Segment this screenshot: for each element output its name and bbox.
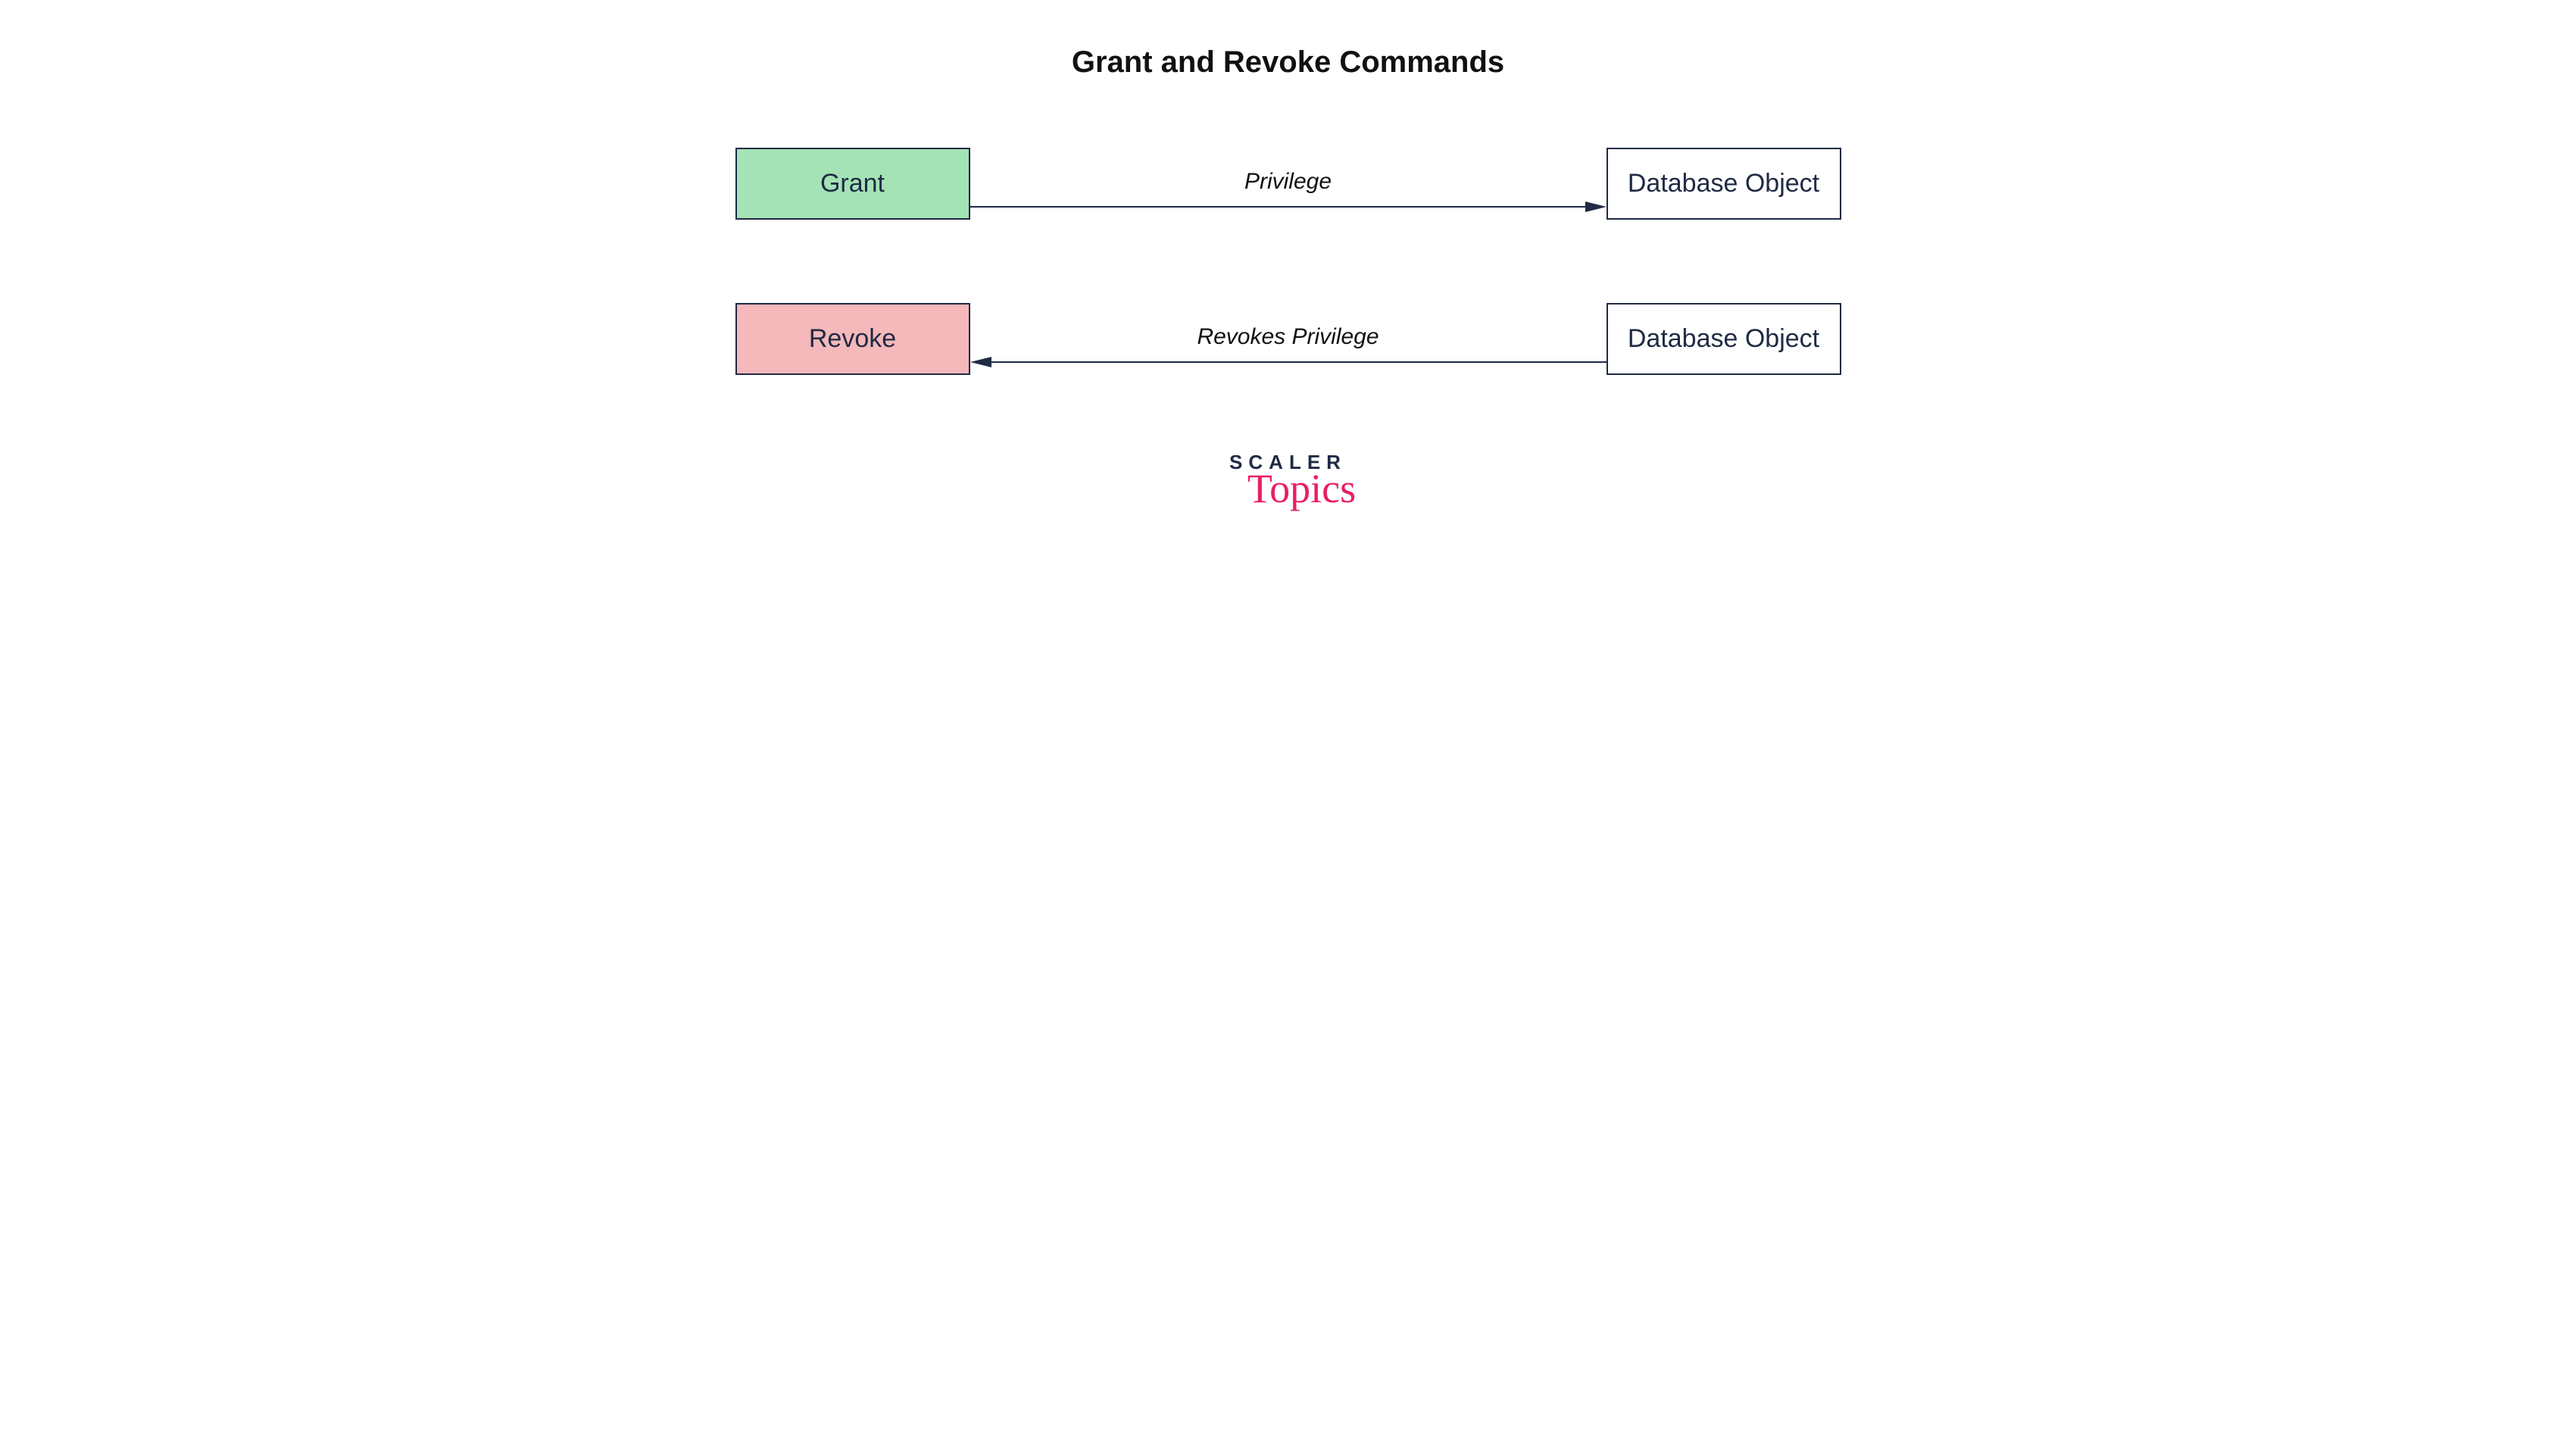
arrow-right-icon [970, 199, 1606, 214]
row-grant: Grant Privilege Database Object [735, 148, 1841, 220]
arrow-grant-container: Privilege [970, 154, 1606, 214]
arrow-left-icon [970, 355, 1606, 370]
arrow-revoke-label: Revokes Privilege [1197, 324, 1379, 350]
row-revoke: Revoke Revokes Privilege Database Object [735, 303, 1841, 375]
revoke-box: Revoke [735, 303, 970, 375]
diagram-container: Grant Privilege Database Object Revoke R… [735, 148, 1841, 375]
arrow-grant-label: Privilege [1244, 169, 1332, 195]
branding: SCALER Topics [1229, 451, 1347, 509]
database-object-box-1: Database Object [1606, 148, 1841, 220]
arrow-revoke-container: Revokes Privilege [970, 309, 1606, 370]
grant-box: Grant [735, 148, 970, 220]
diagram-title: Grant and Revoke Commands [1072, 45, 1504, 80]
brand-line-2: Topics [1247, 468, 1356, 509]
database-object-box-2: Database Object [1606, 303, 1841, 375]
